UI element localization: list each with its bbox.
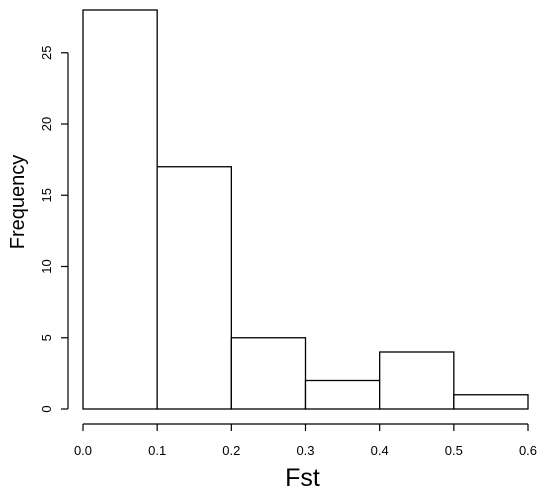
histogram-bars — [82, 9, 529, 410]
x-tick-label-2: 0.2 — [222, 443, 240, 458]
y-tick-label-2: 10 — [39, 259, 54, 273]
x-tick-label-6: 0.6 — [519, 443, 537, 458]
x-axis-title: Fst — [285, 464, 320, 492]
y-tick-label-0: 0 — [39, 405, 54, 412]
x-tick-label-5: 0.5 — [445, 443, 463, 458]
histogram-bar-5 — [453, 394, 529, 410]
x-tick-label-0: 0.0 — [74, 443, 92, 458]
x-tick-label-1: 0.1 — [148, 443, 166, 458]
histogram-bar-0 — [82, 9, 158, 410]
histogram-bar-2 — [230, 337, 307, 410]
x-axis: 0.0 0.1 0.2 0.3 0.4 0.5 0.6 — [74, 423, 537, 458]
histogram-bar-1 — [156, 166, 232, 410]
x-tick-label-4: 0.4 — [371, 443, 389, 458]
y-tick-label-4: 20 — [39, 117, 54, 131]
histogram-bar-4 — [379, 351, 455, 410]
y-tick-label-3: 15 — [39, 188, 54, 202]
x-tick-label-3: 0.3 — [296, 443, 314, 458]
y-axis: 0 5 10 15 20 25 — [39, 46, 69, 413]
y-axis-title: Frequency — [7, 155, 29, 250]
histogram-bar-3 — [304, 379, 381, 410]
y-tick-label-5: 25 — [39, 46, 54, 60]
y-tick-label-1: 5 — [39, 334, 54, 341]
